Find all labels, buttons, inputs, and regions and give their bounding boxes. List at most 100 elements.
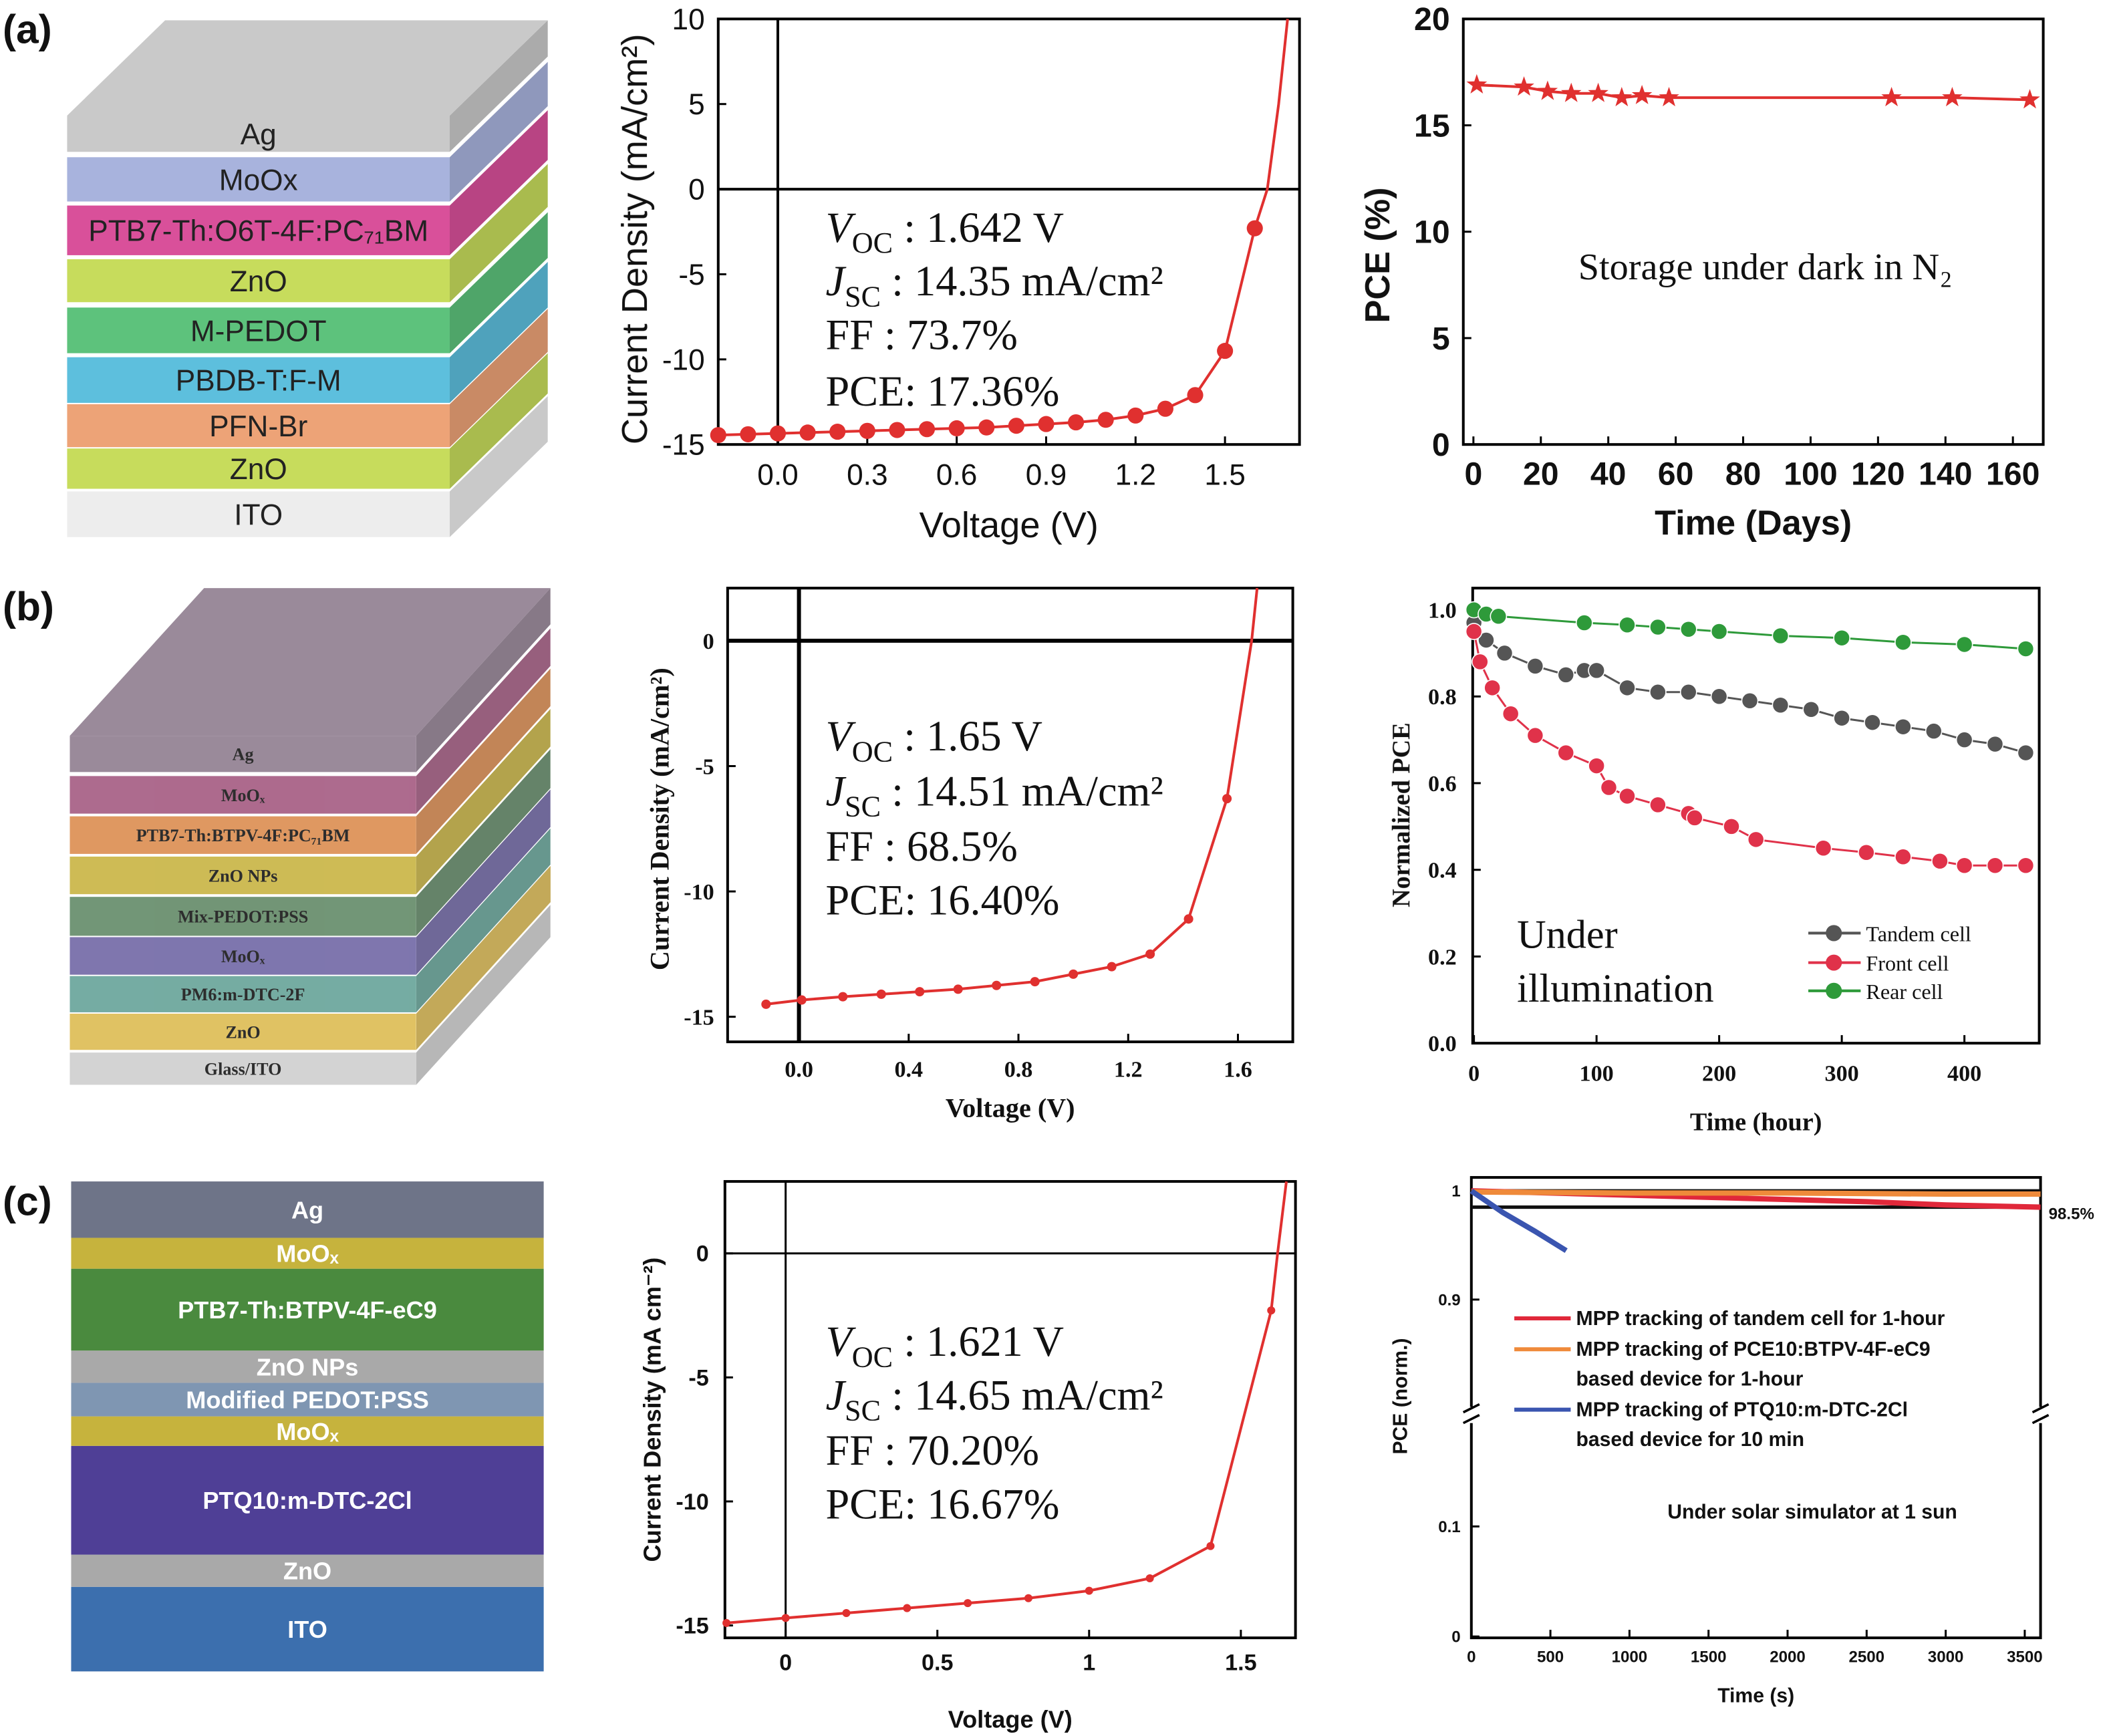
y-tick-label: -5	[688, 1365, 708, 1391]
layer-label: PM6:m-DTC-2F	[181, 985, 305, 1004]
jv-data-point	[1008, 418, 1024, 434]
stack-layer: Mix-PEDOT:PSS	[69, 749, 551, 936]
series-data-point	[1857, 843, 1875, 861]
series-data-point	[1496, 644, 1514, 662]
y-tick-label: 5	[688, 88, 705, 121]
jv-data-point	[992, 980, 1002, 990]
x-axis-label: Time (hour)	[1690, 1109, 1822, 1137]
y-tick-label: 0	[688, 174, 705, 206]
series-data-point	[1679, 683, 1697, 701]
y-axis-label: Current Density (mA/cm²)	[644, 668, 674, 970]
layer-side-shade	[416, 789, 551, 975]
stack-layer: MoOₓ	[71, 1416, 544, 1446]
layer-side-face	[449, 396, 548, 537]
jv-curve	[718, 19, 1289, 437]
layer-side-shade	[416, 828, 551, 1012]
series-line	[1473, 631, 2026, 867]
jv-data-point	[889, 422, 905, 438]
jv-data-point	[915, 987, 925, 997]
layer-front-face	[71, 1416, 544, 1446]
stack-layer: ZnO	[67, 164, 548, 303]
y-axis-label: Current Density (mA cm⁻²)	[638, 1258, 666, 1562]
y-tick-label: 1	[1451, 1183, 1460, 1201]
jv-data-point	[1217, 343, 1234, 359]
x-tick-label: 500	[1537, 1648, 1564, 1666]
series-line	[1471, 1189, 2041, 1197]
x-tick-label: 0.3	[847, 458, 887, 491]
stack-layer: PTB7-Th:BTPV-4F:PC₇₁BM	[69, 668, 551, 854]
series-data-point	[1986, 857, 2004, 875]
stack-layer: MoOₓ	[71, 1238, 544, 1269]
series-data-point	[2017, 744, 2035, 762]
x-tick-label: 1.5	[1204, 458, 1245, 491]
series-data-point	[1484, 679, 1502, 697]
jv-data-point	[1107, 962, 1117, 972]
mpp-series	[1469, 1188, 1568, 1254]
stack-layer: PBDB-T:F-M	[67, 261, 548, 403]
mpp-series	[1471, 1189, 2041, 1197]
panel-label: (b)	[3, 583, 54, 629]
stack-layer: PTB7-Th:BTPV-4F-eC9	[71, 1268, 544, 1351]
layer-label: PTB7-Th:BTPV-4F:PC₇₁BM	[136, 826, 350, 845]
series-data-point	[1619, 616, 1636, 634]
series-data-point	[1649, 618, 1667, 636]
stack-layer: Ag	[67, 20, 548, 152]
y-tick-label: 15	[1414, 108, 1450, 144]
y-tick-label: 0.1	[1438, 1518, 1461, 1536]
legend-marker	[1826, 925, 1842, 942]
x-axis-label: Time (s)	[1717, 1685, 1794, 1707]
y-tick-label: 0.4	[1428, 859, 1457, 883]
metric-value: : 14.35 mA/cm²	[881, 257, 1163, 305]
series-data-point	[1741, 692, 1759, 710]
x-axis-label: Voltage (V)	[948, 1706, 1073, 1733]
layer-front-face	[71, 1181, 544, 1238]
layer-label: PTB7-Th:O6T-4F:PC₇₁BM	[88, 215, 428, 248]
layer-label: Ag	[241, 118, 277, 151]
legend-label: based device for 1-hour	[1576, 1368, 1803, 1390]
series-data-point	[1679, 620, 1697, 638]
x-tick-label: 1	[1083, 1650, 1095, 1675]
layer-side-face	[416, 668, 551, 854]
chart-b-2: 0.0 0.4 0.8 1.2 1.6 0 -5 -10 -15 Voltage (V) Curre…	[644, 587, 1294, 1123]
layer-side-face	[449, 110, 548, 255]
plot-frame	[1471, 587, 2041, 1045]
layer-side-shade	[416, 749, 551, 936]
x-tick-label: 400	[1947, 1061, 1981, 1086]
layer-side-shade	[449, 164, 548, 303]
series-data-point	[1772, 696, 1790, 714]
layer-side-face	[449, 261, 548, 403]
jv-data-point	[829, 424, 846, 440]
metric-value: FF : 70.20%	[825, 1427, 1039, 1474]
metric-value: FF : 73.7%	[825, 311, 1017, 359]
x-axis-label: Time (Days)	[1655, 504, 1852, 543]
jv-data-point	[918, 421, 936, 438]
stack-layer: ZnO NPs	[69, 708, 551, 895]
y-tick-label: -10	[676, 1489, 708, 1515]
layer-side-shade	[449, 396, 548, 537]
series-data-point	[1955, 635, 1973, 654]
stack-layer: M-PEDOT	[67, 212, 548, 353]
x-tick-label: 140	[1919, 456, 1972, 492]
stack-layer: MoOₓ	[69, 628, 551, 814]
x-tick-label: 0.5	[922, 1650, 953, 1675]
series-data-point	[1526, 726, 1544, 744]
series-data-point	[1619, 787, 1636, 805]
metric-symbol: V	[825, 204, 856, 251]
jv-data-point	[978, 419, 995, 436]
metric-subscript: OC	[852, 227, 893, 259]
stack-layer: ITO	[71, 1586, 544, 1672]
x-tick-label: 80	[1725, 456, 1762, 492]
layer-side-face	[416, 789, 551, 975]
layer-side-shade	[449, 61, 548, 202]
jv-data-point	[769, 425, 787, 442]
layer-label: PFN-Br	[209, 410, 307, 443]
jv-data-point	[953, 984, 963, 994]
x-tick-label: 2500	[1848, 1648, 1884, 1666]
series-data-point	[1772, 627, 1790, 645]
star-data-point	[1611, 87, 1633, 107]
x-tick-label: 100	[1784, 456, 1837, 492]
jv-data-point	[1187, 387, 1204, 404]
metric-symbol: J	[825, 257, 847, 305]
layer-label: PTB7-Th:BTPV-4F-eC9	[178, 1296, 437, 1324]
metric-annotation: JSC : 14.35 mA/cm²	[825, 257, 1163, 313]
